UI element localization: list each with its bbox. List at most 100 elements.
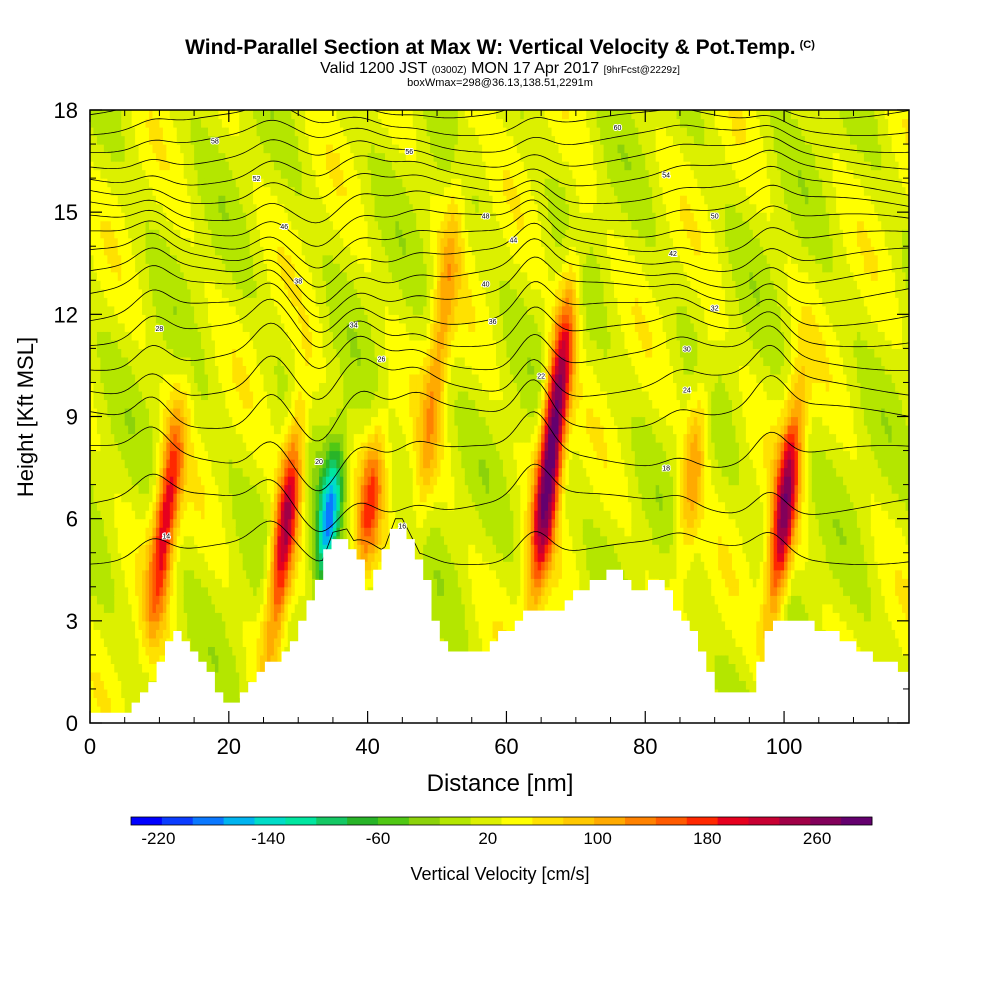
heat-cell [103,195,108,205]
heat-cell [131,527,136,537]
heat-cell [207,586,213,596]
heat-cell [121,612,126,622]
heat-cell [253,152,258,162]
heat-cell [266,544,272,554]
heat-cell [207,663,213,673]
heat-cell [260,646,265,656]
heat-cell [294,493,299,503]
heat-cell [190,288,195,298]
heat-cell [173,127,178,137]
heat-cell [166,450,171,460]
heat-cell [266,322,272,332]
heat-cell [246,152,251,162]
heat-cell [305,433,310,443]
heat-cell [280,135,285,145]
heat-cell [135,510,140,520]
heat-cell [253,637,258,647]
heat-cell [253,646,258,656]
heat-cell [225,646,230,656]
heat-cell [107,152,112,162]
heat-cell [96,195,102,205]
heat-cell [221,212,226,222]
heat-cell [218,484,223,494]
heat-cell [93,382,98,392]
heat-cell [131,484,136,494]
heat-cell [96,178,102,188]
heat-cell [211,518,216,528]
heat-cell [249,118,254,128]
heat-cell [166,493,171,503]
heat-cell [260,603,265,613]
heat-cell [221,271,226,281]
heat-cell [190,595,195,605]
heat-cell [103,620,108,630]
heat-cell [239,229,244,239]
heat-cell [204,476,209,486]
chart-title-text: Wind-Parallel Section at Max W: Vertical… [185,36,796,59]
heat-cell [242,339,247,349]
heat-cell [201,484,206,494]
heat-cell [162,237,167,247]
heat-cell [152,510,157,520]
heat-cell [273,484,278,494]
heat-cell [93,246,98,256]
heat-cell [128,280,133,290]
heat-cell [270,348,275,358]
heat-cell [232,663,237,673]
heat-cell [187,314,192,324]
heat-cell [242,348,247,358]
heat-cell [135,322,140,332]
heat-cell [169,552,174,562]
heat-cell [214,459,219,469]
heat-cell [325,544,331,554]
heat-cell [180,578,185,588]
heat-cell [207,348,213,358]
heat-cell [301,459,306,469]
heat-cell [197,212,202,222]
heat-cell [232,144,237,154]
heat-cell [183,612,188,622]
heat-cell [180,425,185,435]
heat-cell [266,161,272,171]
heat-cell [138,169,143,179]
heat-cell [315,348,320,358]
heat-cell [114,518,119,528]
heat-cell [107,322,112,332]
heat-cell [235,305,240,315]
heat-cell [159,297,164,307]
heat-cell [152,195,157,205]
heat-cell [246,144,251,154]
heat-cell [124,697,129,707]
heat-cell [284,459,289,469]
heat-cell [93,442,98,452]
heat-cell [152,212,157,222]
heat-cell [270,161,275,171]
heat-cell [232,671,237,682]
heat-cell [322,195,327,205]
heat-cell [162,382,167,392]
heat-cell [287,203,292,213]
heat-cell [155,280,161,290]
heat-cell [242,518,247,528]
heat-cell [121,229,126,239]
heat-cell [124,297,129,307]
heat-cell [214,484,219,494]
heat-cell [218,161,223,171]
heat-cell [308,459,313,469]
heat-cell [246,425,251,435]
heat-cell [135,425,140,435]
heat-cell [211,629,216,639]
heat-cell [305,144,310,154]
heat-cell [107,433,112,443]
heat-cell [301,271,306,281]
heat-cell [110,425,115,435]
heat-cell [135,280,140,290]
heat-cell [322,501,327,511]
heat-cell [207,288,213,298]
heat-cell [225,595,230,605]
heat-cell [287,331,292,341]
heat-cell [263,271,268,281]
heat-cell [266,493,272,503]
heat-cell [312,135,317,145]
heat-cell [110,314,115,324]
